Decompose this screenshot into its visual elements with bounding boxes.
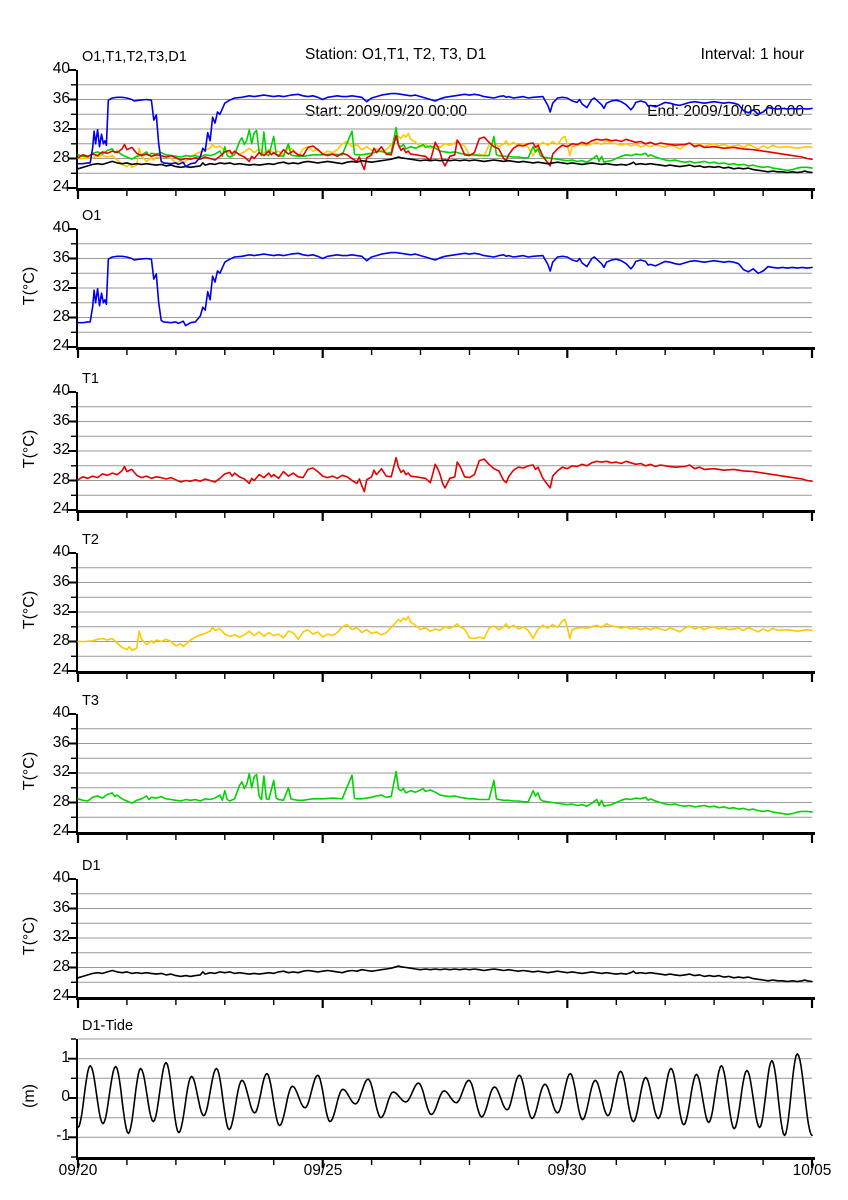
series-o1-line bbox=[77, 92, 813, 168]
header-left-block: Station: O1,T1, T2, T3, D1 Start: 2009/0… bbox=[305, 7, 486, 140]
panel-t3 bbox=[68, 713, 815, 843]
y-tick-label: 40 bbox=[52, 382, 70, 399]
y-tick-label: 36 bbox=[52, 572, 70, 590]
y-tick-label: 36 bbox=[52, 411, 70, 429]
y-tick-label: 28 bbox=[52, 307, 70, 325]
y-tick-label: 24 bbox=[52, 337, 70, 354]
y-tick-label: 40 bbox=[52, 704, 70, 721]
series-o1-line bbox=[77, 251, 813, 327]
y-tick-label: 32 bbox=[52, 119, 70, 136]
y-tick-label: 36 bbox=[52, 898, 70, 916]
panel-title-t1: T1 bbox=[82, 371, 99, 387]
x-tick-label-0925: 09/25 bbox=[303, 1162, 343, 1179]
y-tick-label: 40 bbox=[52, 219, 70, 236]
series-d1-line bbox=[77, 156, 813, 174]
y-tick-label: 28 bbox=[52, 470, 70, 488]
series-d1_tide-line bbox=[77, 1053, 813, 1137]
panel-o1 bbox=[68, 228, 815, 358]
y-tick-label: 28 bbox=[52, 148, 70, 166]
y-tick-label: 28 bbox=[52, 631, 70, 649]
panel-title-d1: D1 bbox=[82, 858, 101, 874]
start-label: Start: 2009/09/20 00:00 bbox=[305, 103, 468, 120]
series-t2-line bbox=[77, 615, 813, 652]
y-tick-label: 1 bbox=[61, 1048, 70, 1066]
panel-title-combined: O1,T1,T2,T3,D1 bbox=[82, 49, 187, 65]
panel-t1 bbox=[68, 391, 815, 521]
x-tick-label-1005: 10/05 bbox=[792, 1162, 832, 1179]
x-tick-label-0930: 09/30 bbox=[547, 1162, 587, 1179]
panel-d1 bbox=[68, 878, 815, 1008]
series-t1-line bbox=[77, 456, 813, 493]
y-tick-label: -1 bbox=[56, 1127, 70, 1145]
interval-label: Interval: 1 hour bbox=[700, 46, 804, 63]
y-tick-label: 28 bbox=[52, 957, 70, 975]
y-tick-label: 40 bbox=[52, 543, 70, 560]
y-tick-label: 40 bbox=[52, 869, 70, 886]
y-tick-label: 32 bbox=[52, 763, 70, 780]
series-t1-line bbox=[77, 134, 813, 171]
panel-t2 bbox=[68, 552, 815, 682]
panel-title-t3: T3 bbox=[82, 693, 99, 709]
y-tick-label: 24 bbox=[52, 178, 70, 195]
y-tick-label: 24 bbox=[52, 661, 70, 678]
y-tick-label: 24 bbox=[52, 500, 70, 517]
y-tick-label: 28 bbox=[52, 792, 70, 810]
y-tick-label: 32 bbox=[52, 602, 70, 619]
series-t3-line bbox=[77, 126, 813, 172]
series-d1-line bbox=[77, 965, 813, 983]
panel-d1-tide bbox=[68, 1038, 815, 1168]
panel-title-o1: O1 bbox=[82, 208, 102, 224]
series-t3-line bbox=[77, 770, 813, 816]
y-tick-label: 24 bbox=[52, 822, 70, 839]
y-tick-label: 36 bbox=[52, 733, 70, 751]
y-tick-label: 24 bbox=[52, 987, 70, 1004]
x-tick-label-0920: 09/20 bbox=[58, 1162, 98, 1179]
station-label: Station: O1,T1, T2, T3, D1 bbox=[305, 46, 487, 63]
y-tick-label: 40 bbox=[52, 60, 70, 77]
y-tick-label: 36 bbox=[52, 248, 70, 266]
panel-title-d1-tide: D1-Tide bbox=[82, 1018, 134, 1034]
y-tick-label: 32 bbox=[52, 928, 70, 945]
y-tick-label: 0 bbox=[61, 1088, 70, 1105]
y-tick-label: 36 bbox=[52, 89, 70, 107]
panel-combined bbox=[68, 69, 815, 199]
y-tick-label: 32 bbox=[52, 441, 70, 458]
y-tick-label: 32 bbox=[52, 278, 70, 295]
panel-title-t2: T2 bbox=[82, 532, 99, 548]
